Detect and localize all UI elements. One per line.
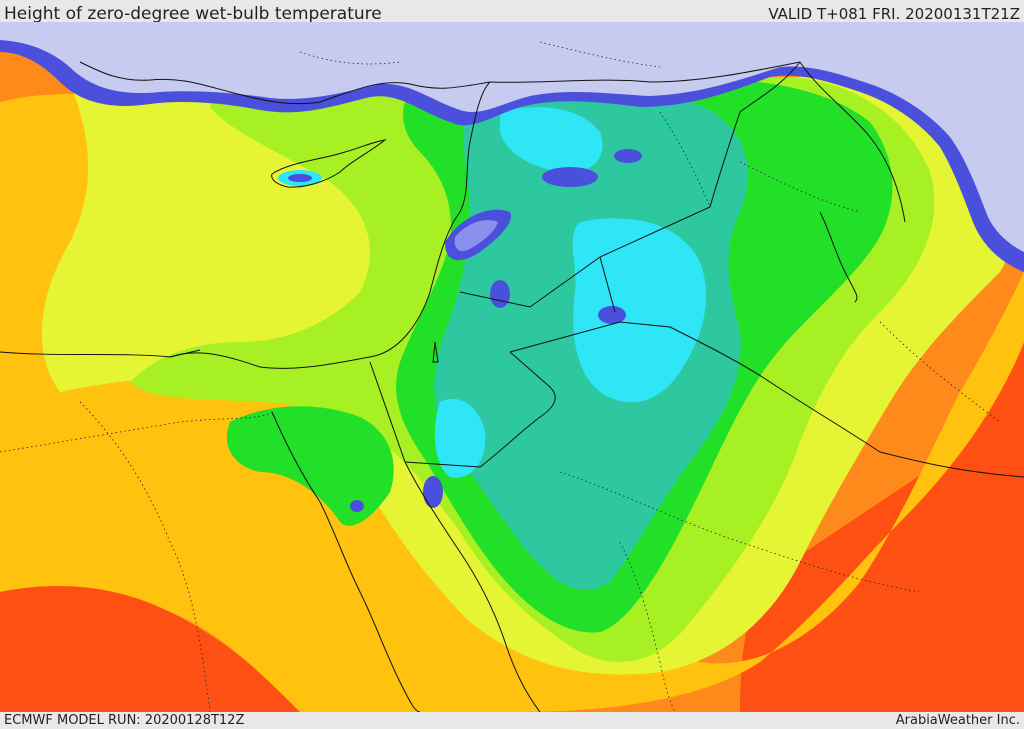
border-jordan-saudi — [404, 351, 556, 468]
field-cyan — [572, 218, 707, 403]
coastline-turkey — [79, 61, 491, 105]
coastline-cyprus — [271, 139, 387, 188]
border-turkey-syria — [489, 61, 801, 83]
coastline-dead-sea — [432, 341, 439, 363]
map-title: Height of zero-degree wet-bulb temperatu… — [4, 4, 382, 22]
field-blue-spot-3 — [490, 280, 510, 308]
field-blue-spot-4 — [598, 306, 626, 324]
map-canvas — [0, 22, 1024, 712]
border-sinai — [369, 361, 406, 463]
field-blue-spot-5 — [423, 476, 443, 508]
field-green-sinai — [226, 406, 394, 526]
border-egypt-libya-north — [169, 349, 201, 358]
footer-bar: ECMWF MODEL RUN: 20200128T12Z ArabiaWeat… — [0, 712, 1024, 729]
field-cyan-north — [500, 107, 603, 173]
field-blue-spot-1 — [542, 167, 598, 187]
brand-label: ArabiaWeather Inc. — [895, 713, 1020, 728]
border-iraq-iran — [799, 61, 906, 223]
valid-time: VALID T+081 FRI. 20200131T21Z — [768, 5, 1020, 22]
border-syria-iraq — [459, 61, 801, 308]
coastline-gulf — [819, 211, 858, 303]
header-bar: Height of zero-degree wet-bulb temperatu… — [0, 0, 1024, 22]
coastline-red-sea-east — [404, 461, 541, 712]
border-jordan-iraq — [509, 321, 1024, 478]
border-syria-jordan — [599, 256, 616, 313]
coastline-mediterranean — [0, 81, 491, 369]
map-svg — [0, 22, 1024, 712]
field-blue-cyprus — [288, 174, 312, 182]
field-blue-spot-2 — [614, 149, 642, 163]
field-lightblue-lebanon — [454, 220, 498, 252]
field-snow-north — [0, 22, 1024, 252]
field-cyan-jordan — [434, 398, 486, 478]
field-red-southwest — [0, 573, 300, 712]
field-blue-spot-6 — [350, 500, 364, 512]
coastline-red-sea-west — [271, 411, 421, 712]
model-run-label: ECMWF MODEL RUN: 20200128T12Z — [4, 713, 245, 728]
admin-boundaries — [0, 41, 1001, 712]
